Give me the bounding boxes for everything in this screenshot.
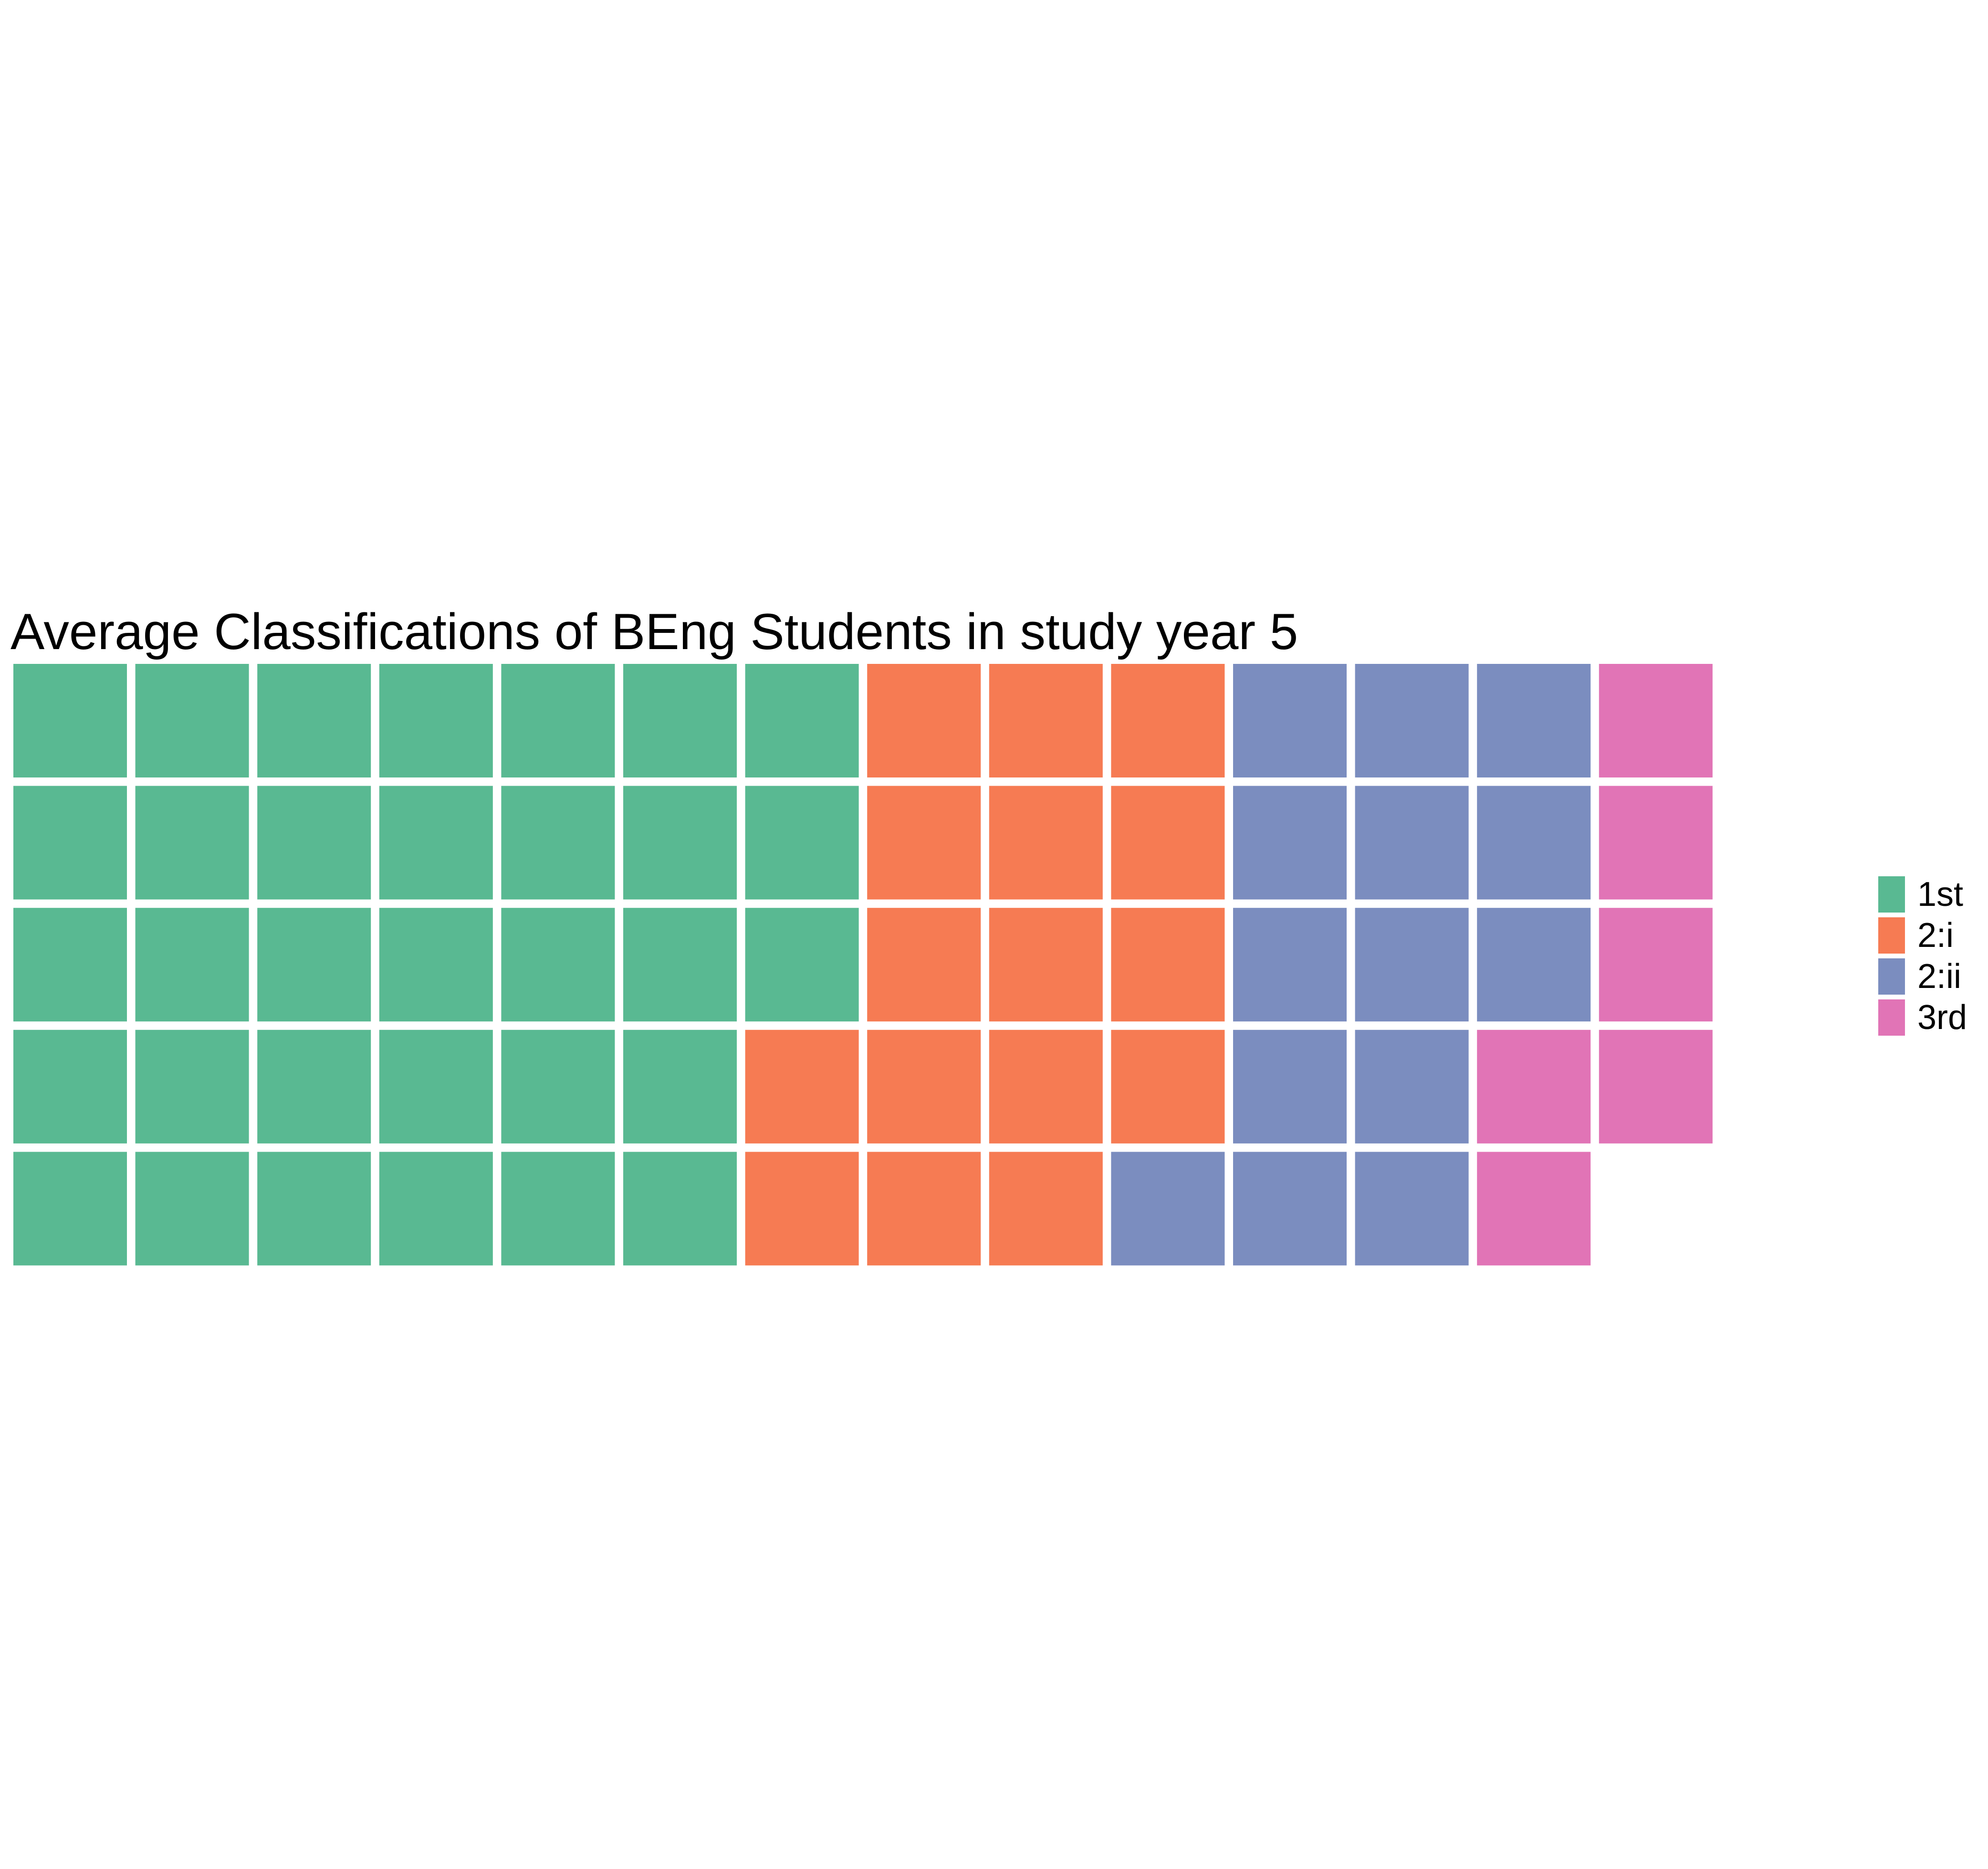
legend-label: 1st — [1917, 875, 1963, 914]
waffle-cell-1st — [623, 1152, 737, 1266]
waffle-cell-1st — [379, 1029, 493, 1144]
waffle-cell-1st — [745, 908, 859, 1022]
waffle-cell-1st — [135, 908, 249, 1022]
waffle-cell-1st — [135, 786, 249, 900]
legend-swatch — [1878, 876, 1905, 913]
waffle-cell-1st — [13, 908, 127, 1022]
waffle-cell-2-ii — [1477, 908, 1591, 1022]
waffle-cell-1st — [13, 1029, 127, 1144]
waffle-cell-2-i — [867, 908, 981, 1022]
waffle-cell-2-i — [1111, 908, 1225, 1022]
waffle-cell-3rd — [1477, 1152, 1591, 1266]
legend-label: 2:ii — [1917, 957, 1961, 996]
waffle-cell-2-i — [989, 908, 1103, 1022]
legend-label: 3rd — [1917, 998, 1967, 1037]
waffle-cell-2-i — [989, 1029, 1103, 1144]
waffle-cell-1st — [257, 786, 371, 900]
waffle-cell-2-i — [867, 664, 981, 777]
waffle-cell-2-i — [1111, 1029, 1225, 1144]
waffle-cell-3rd — [1599, 908, 1713, 1022]
waffle-cell-1st — [501, 664, 615, 777]
waffle-cell-2-i — [745, 1029, 859, 1144]
waffle-cell-2-ii — [1477, 786, 1591, 900]
waffle-cell-2-ii — [1355, 1029, 1469, 1144]
waffle-cell-1st — [135, 1029, 249, 1144]
waffle-cell-1st — [501, 786, 615, 900]
waffle-cell-1st — [379, 1152, 493, 1266]
waffle-cell-2-ii — [1233, 1152, 1347, 1266]
waffle-cell-2-i — [989, 786, 1103, 900]
waffle-cell-3rd — [1599, 1029, 1713, 1144]
waffle-cell-2-ii — [1111, 1152, 1225, 1266]
chart-title: Average Classifications of BEng Students… — [10, 603, 1298, 660]
waffle-cell-2-ii — [1233, 908, 1347, 1022]
waffle-cell-1st — [135, 1152, 249, 1266]
waffle-cell-2-ii — [1355, 908, 1469, 1022]
waffle-cell-1st — [623, 664, 737, 777]
waffle-cell-2-i — [1111, 664, 1225, 777]
waffle-cell-1st — [745, 786, 859, 900]
waffle-cell-2-i — [867, 786, 981, 900]
waffle-cell-2-ii — [1355, 1152, 1469, 1266]
waffle-cell-2-i — [989, 664, 1103, 777]
waffle-cell-1st — [745, 664, 859, 777]
waffle-cell-3rd — [1477, 1029, 1591, 1144]
waffle-cell-1st — [379, 786, 493, 900]
waffle-cell-3rd — [1599, 786, 1713, 900]
waffle-cell-1st — [501, 1029, 615, 1144]
legend-swatch — [1878, 917, 1905, 954]
waffle-cell-2-ii — [1355, 664, 1469, 777]
waffle-cell-1st — [257, 908, 371, 1022]
waffle-cell-2-i — [867, 1152, 981, 1266]
waffle-cell-1st — [379, 664, 493, 777]
waffle-cell-2-i — [867, 1029, 981, 1144]
waffle-cell-2-ii — [1233, 786, 1347, 900]
waffle-cell-1st — [257, 1029, 371, 1144]
waffle-cell-1st — [501, 908, 615, 1022]
waffle-cell-2-ii — [1233, 664, 1347, 777]
waffle-cell-2-i — [745, 1152, 859, 1266]
waffle-cell-2-ii — [1477, 664, 1591, 777]
waffle-cell-2-ii — [1355, 786, 1469, 900]
waffle-cell-1st — [135, 664, 249, 777]
legend-swatch — [1878, 958, 1905, 995]
waffle-cell-1st — [13, 664, 127, 777]
waffle-cell-1st — [257, 1152, 371, 1266]
waffle-cell-1st — [379, 908, 493, 1022]
legend-label: 2:i — [1917, 916, 1954, 955]
waffle-cell-3rd — [1599, 664, 1713, 777]
waffle-cell-1st — [257, 664, 371, 777]
waffle-cell-1st — [623, 1029, 737, 1144]
waffle-cell-1st — [13, 786, 127, 900]
waffle-cell-1st — [623, 786, 737, 900]
waffle-cell-2-ii — [1233, 1029, 1347, 1144]
waffle-cell-1st — [501, 1152, 615, 1266]
waffle-cell-1st — [13, 1152, 127, 1266]
legend-swatch — [1878, 999, 1905, 1036]
waffle-cell-1st — [623, 908, 737, 1022]
waffle-cell-2-i — [1111, 786, 1225, 900]
waffle-cells — [13, 664, 1713, 1266]
waffle-cell-2-i — [989, 1152, 1103, 1266]
